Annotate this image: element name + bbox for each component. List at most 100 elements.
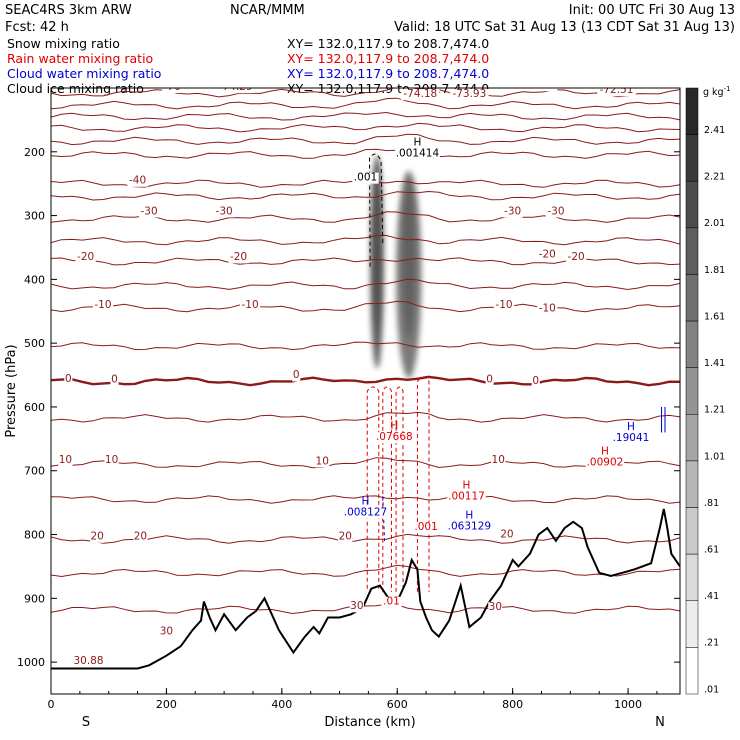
rain-contour [366,386,380,589]
isotherm [51,533,680,544]
isotherm [51,278,680,291]
temperature-label-bg [133,531,148,543]
hydrometeor-label: .001 [414,521,437,533]
isotherm [51,564,680,578]
colorbar-swatch [685,507,699,555]
rain-contour [395,386,404,592]
colorbar-tick-label: 2.21 [704,172,725,183]
colorbar-swatch [685,647,699,695]
hydrometeor-label: .001414 [396,147,440,159]
temperature-label: 10 [492,454,505,466]
hydrometeor-label-bg [447,491,486,503]
isotherm [51,603,680,615]
x-axis-label: Distance (km) [324,715,415,730]
temperature-label-bg [565,252,587,264]
x-tick-label: 1000 [614,698,642,711]
axes: 0 200 400 600 800 100020030040050060070080090… [17,146,680,711]
extremum-label: -74.29 [219,81,253,93]
hydrometeor-label: .001 [354,171,377,183]
rain-contour [382,386,392,592]
temperature-label: -70 [164,81,181,93]
temperature-label: 10 [59,454,72,466]
x-tick-label: 400 [271,698,292,711]
temperature-label: 20 [500,529,513,541]
temperature-label-bg [64,374,73,386]
hydrometeor-label-bg [447,521,492,533]
temperature-label: 0 [293,369,300,381]
extremum-label-bg [401,89,440,101]
temperature-label: 0 [65,373,72,385]
temperature-label: -10 [242,299,259,311]
temperature-label: -30 [216,205,233,217]
temperature-label-bg [493,300,515,312]
field-name: Cloud water mixing ratio [7,66,161,81]
temperature-label-bg [531,376,540,388]
hydrometeor-label-bg [343,507,388,519]
extremum-label: -74.18 [403,88,437,100]
temperature-label: -20 [568,251,585,263]
plot-area: -70 -70 -40 -30 -30 -30 -30 -20 -20 -20 -20 -10 -10 -… [51,79,680,670]
maximum-marker: H [627,421,635,433]
colorbar-swatch [685,460,699,508]
colorbar-tick-label: .61 [704,544,719,555]
temperature-label-bg [162,88,183,94]
maximum-marker: H [463,479,471,491]
temperature-label-bg [213,206,235,218]
temperature-label: 10 [105,454,118,466]
colorbar-swatch [685,320,699,368]
temperature-label-bg [92,300,114,312]
temperature-label: 20 [90,531,103,543]
temperature-label-bg [499,529,514,541]
x-tick-label: 200 [156,698,177,711]
temperature-label-bg [537,303,558,315]
hydrometeor-label-bg [412,522,440,534]
colorbar-tick-label: 1.21 [704,405,725,416]
temperature-label: -70 [539,79,556,91]
hydrometeor-label: .01 [383,596,400,608]
maximum-marker: H [362,495,370,507]
colorbar-tick-label: 2.41 [704,125,725,136]
temperature-label-bg [315,456,330,468]
terrain-line [51,508,680,670]
temperature-label: -20 [230,251,247,263]
y-tick-label: 700 [24,465,45,478]
org-label: NCAR/MMM [230,3,305,18]
cloud-water-contour [382,496,386,541]
valid-time: Valid: 18 UTC Sat 31 Aug 13 (13 CDT Sat … [394,20,735,35]
temperature-label: -40 [129,175,146,187]
temperature-label-bg [537,249,558,261]
colorbar-swatch [685,180,699,229]
field-xy: XY= 132.0,117.9 to 208.7,474.0 [287,51,489,66]
extremum-label-bg [72,656,105,668]
temperature-label: -20 [539,249,556,261]
hydrometeor-label-bg [381,596,402,608]
hydrometeor-label-bg [395,148,440,160]
temperature-label: 20 [134,531,147,543]
colorbar-unit-base: g kg [703,87,724,98]
hydrometeor-label-bg [585,457,625,469]
maximum-marker: H [390,420,398,432]
temperature-label-bg [159,626,174,638]
colorbar-tick-label: 1.41 [704,358,725,369]
hydrometeor-label-bg [611,432,651,444]
colorbar-tick-label: .21 [704,638,719,649]
snow-column-core [402,178,416,338]
field-legend: Snow mixing ratio XY= 132.0,117.9 to 208… [7,36,489,96]
field-name: Rain water mixing ratio [7,51,153,66]
x-end-label: N [655,715,665,730]
temperature-label-bg [138,206,160,218]
forecast-hour: Fcst: 42 h [5,20,69,35]
isotherm [51,300,680,313]
y-tick-label: 800 [24,529,45,542]
cloud-water-contour [661,406,666,433]
temperature-label-bg [502,206,523,218]
field-name: Snow mixing ratio [7,36,120,51]
maximum-marker: H [465,509,473,521]
temperature-label-bg [75,252,96,264]
extremum-label: 30.88 [73,655,103,667]
plot-frame [50,87,681,695]
colorbar: 2.41 2.21 2.01 1.81 1.61 1.41 1.21 1.01 .81 .61 .4… [685,87,725,695]
extremum-label-bg [450,89,489,101]
temperature-label: -30 [141,205,158,217]
colorbar-tick-label: .81 [704,498,719,509]
